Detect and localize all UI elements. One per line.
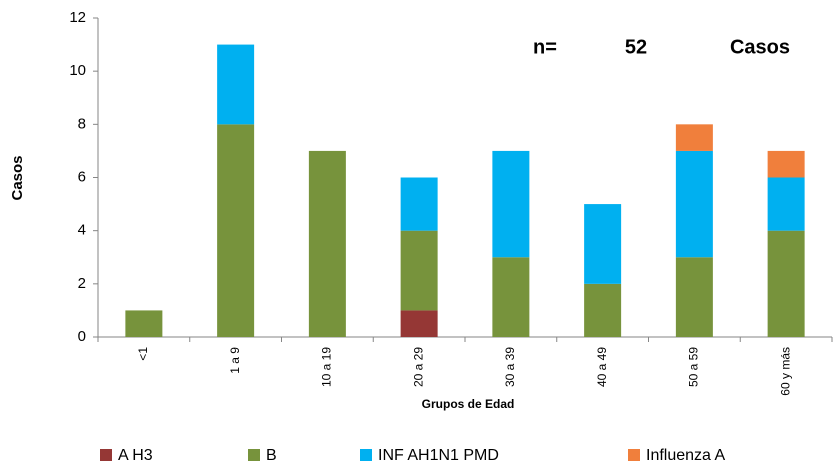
bar-segment: [400, 230, 438, 311]
bar-segment: [308, 150, 346, 337]
y-axis-label: Casos: [9, 155, 26, 200]
bar-segment: [400, 177, 438, 231]
bar-segment: [492, 150, 530, 258]
y-tick-label: 8: [78, 115, 86, 132]
x-tick-label: 30 a 39: [503, 347, 517, 387]
x-tick-label: 50 a 59: [687, 347, 701, 387]
bar-segment: [400, 310, 438, 337]
y-tick-label: 6: [78, 168, 86, 185]
legend-label: Influenza A: [646, 447, 726, 464]
legend-label: B: [266, 447, 277, 464]
y-tick-label: 12: [69, 9, 86, 26]
x-tick-label: 60 y más: [778, 347, 792, 396]
x-tick-label: 1 a 9: [228, 347, 242, 374]
legend-swatch: [248, 449, 260, 461]
x-tick-label: 20 a 29: [411, 347, 425, 387]
bar-segment: [767, 230, 805, 337]
legend-label: INF AH1N1 PMD: [378, 447, 499, 464]
annotation: 52: [625, 36, 647, 58]
bar-segment: [675, 150, 713, 258]
x-tick-label: <1: [136, 347, 150, 361]
bar-segment: [584, 283, 622, 337]
legend-swatch: [100, 449, 112, 461]
bar-segment: [767, 177, 805, 231]
bar-segment: [584, 204, 622, 284]
bar-segment: [767, 150, 805, 178]
y-tick-label: 10: [69, 62, 86, 79]
bar-segment: [217, 44, 255, 125]
y-tick-label: 4: [78, 222, 86, 239]
x-tick-label: 10 a 19: [320, 347, 334, 387]
bar-segment: [492, 257, 530, 337]
bar-segment: [675, 124, 713, 151]
annotation: n=: [533, 36, 557, 58]
annotation: Casos: [730, 36, 790, 58]
legend-swatch: [360, 449, 372, 461]
bar-segment: [217, 124, 255, 337]
x-tick-label: 40 a 49: [595, 347, 609, 387]
legend-label: A H3: [118, 447, 153, 464]
bar-segment: [125, 310, 163, 337]
y-tick-label: 0: [78, 328, 86, 345]
legend-swatch: [628, 449, 640, 461]
y-tick-label: 2: [78, 275, 86, 292]
bar-segment: [675, 257, 713, 337]
x-axis-label: Grupos de Edad: [422, 397, 515, 411]
